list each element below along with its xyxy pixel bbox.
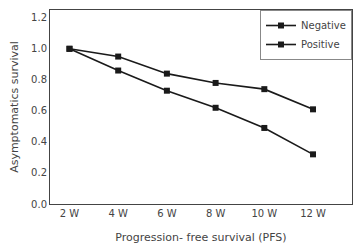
svg-text:0.4: 0.4 — [31, 136, 47, 147]
svg-text:4 W: 4 W — [108, 208, 128, 219]
svg-text:1.0: 1.0 — [31, 43, 47, 54]
svg-text:0.8: 0.8 — [31, 74, 47, 85]
svg-text:6 W: 6 W — [157, 208, 177, 219]
svg-text:8 W: 8 W — [206, 208, 226, 219]
svg-text:Progression- free survival (PF: Progression- free survival (PFS) — [115, 231, 286, 244]
svg-text:Positive: Positive — [301, 39, 340, 50]
svg-text:1.2: 1.2 — [31, 12, 47, 23]
svg-text:2 W: 2 W — [60, 208, 80, 219]
svg-text:12 W: 12 W — [300, 208, 326, 219]
svg-text:10 W: 10 W — [251, 208, 277, 219]
svg-text:0.6: 0.6 — [31, 105, 47, 116]
svg-text:Asymptomatics survival: Asymptomatics survival — [8, 41, 21, 173]
svg-text:Negative: Negative — [301, 20, 346, 31]
svg-text:0.0: 0.0 — [31, 199, 47, 210]
svg-text:0.2: 0.2 — [31, 167, 47, 178]
